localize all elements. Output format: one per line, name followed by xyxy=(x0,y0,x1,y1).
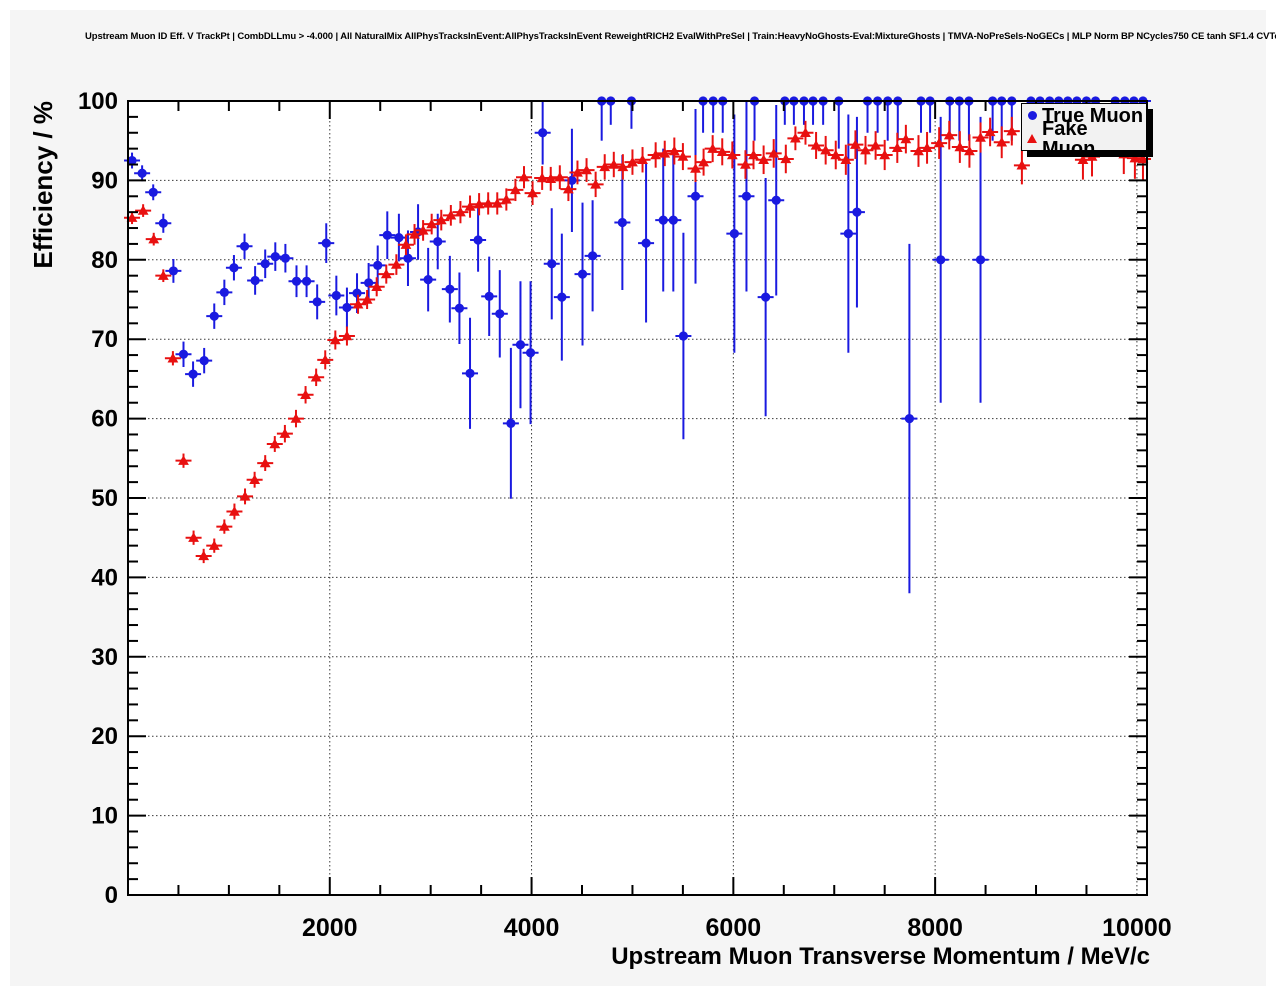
svg-text:40: 40 xyxy=(91,564,118,591)
svg-text:4000: 4000 xyxy=(504,914,560,942)
true-muon-marker-icon xyxy=(1022,111,1042,120)
legend-label: True Muon xyxy=(1042,104,1144,127)
legend-box: True Muon Fake Muon xyxy=(1021,103,1147,159)
svg-text:20: 20 xyxy=(91,723,118,750)
legend-entry-true-muon: True Muon xyxy=(1022,104,1146,127)
svg-text:30: 30 xyxy=(91,644,118,671)
svg-text:80: 80 xyxy=(91,247,118,274)
svg-text:70: 70 xyxy=(91,326,118,353)
fake-muon-marker-icon xyxy=(1022,134,1042,143)
svg-text:90: 90 xyxy=(91,167,118,194)
gridlines xyxy=(128,101,1147,895)
svg-text:10: 10 xyxy=(91,803,118,830)
svg-text:0: 0 xyxy=(105,882,118,909)
legend-label: Fake Muon xyxy=(1042,117,1096,160)
legend-entry-fake-muon: Fake Muon xyxy=(1022,119,1146,159)
plot-title: Upstream Muon ID Eff. V TrackPt | CombDL… xyxy=(85,31,1276,42)
x-tick-labels: 2000 4000 6000 8000 10000 xyxy=(302,914,1172,942)
x-axis-title: Upstream Muon Transverse Momentum / MeV/… xyxy=(611,943,1150,970)
svg-text:2000: 2000 xyxy=(302,914,358,942)
y-axis-title: Efficiency / % xyxy=(28,101,58,269)
svg-text:50: 50 xyxy=(91,485,118,512)
svg-text:10000: 10000 xyxy=(1102,914,1172,942)
svg-text:6000: 6000 xyxy=(706,914,762,942)
svg-text:8000: 8000 xyxy=(907,914,963,942)
svg-text:100: 100 xyxy=(78,88,118,115)
y-tick-labels: 0 10 20 30 40 50 60 70 80 90 100 xyxy=(78,88,118,909)
svg-text:60: 60 xyxy=(91,406,118,433)
legend: True Muon Fake Muon xyxy=(1021,103,1153,159)
